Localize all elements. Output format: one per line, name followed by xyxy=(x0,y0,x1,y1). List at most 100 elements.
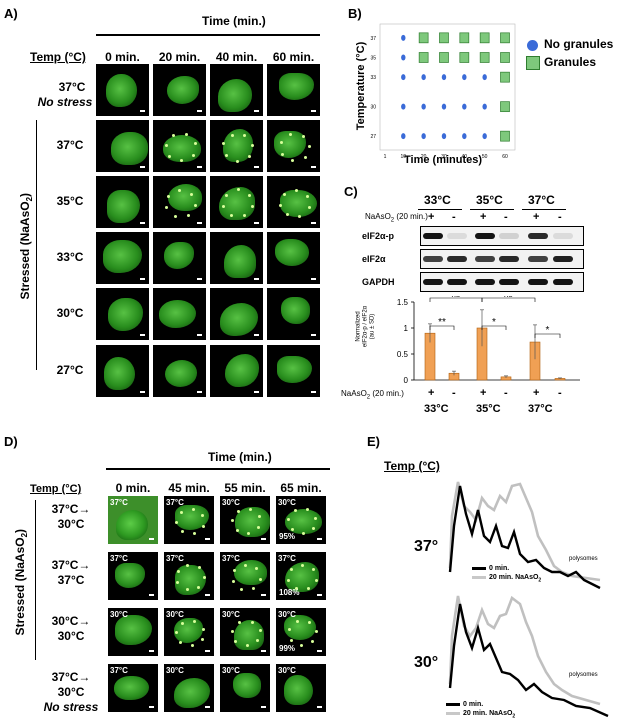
panel-a-time-header: Time (min.) xyxy=(202,14,266,28)
blot-label: eIF2α xyxy=(362,254,386,264)
sig-label: ns xyxy=(452,296,460,299)
panel-a-stressed-label: Stressed (NaAsO2) xyxy=(17,192,35,300)
stress-granule xyxy=(197,585,201,589)
scale-bar xyxy=(311,166,316,168)
stress-granule xyxy=(176,570,180,574)
cell-body xyxy=(108,297,144,331)
micrograph-cell: 30°C xyxy=(276,664,326,712)
blot-band xyxy=(447,233,467,239)
stress-granule xyxy=(289,133,293,137)
cell-temp-label: 30°C xyxy=(278,498,296,507)
panel-c-sign-bottom: - xyxy=(504,387,508,399)
micrograph-cell xyxy=(267,120,320,172)
cell-body xyxy=(102,239,143,273)
micrograph-cell xyxy=(153,232,206,284)
trace-37-stressed xyxy=(448,481,601,582)
scale-bar xyxy=(254,166,259,168)
stress-granule xyxy=(178,188,182,192)
stress-granule xyxy=(180,530,184,534)
panel-d-time-header: Time (min.) xyxy=(208,450,272,464)
stress-granule xyxy=(202,627,206,631)
cell-body xyxy=(164,359,197,387)
panel-d-stressed-bracket xyxy=(35,500,36,660)
x-tick-label: 20 xyxy=(421,154,427,160)
micrograph-cell: 37°C xyxy=(220,552,270,600)
micrograph-cell xyxy=(153,345,206,397)
x-tick-label: 60 xyxy=(502,154,508,160)
blot-strip xyxy=(420,226,584,246)
stress-granule xyxy=(185,133,189,137)
stress-granule xyxy=(176,581,180,585)
micrograph-cell xyxy=(96,345,149,397)
legend-granules-label: Granules xyxy=(544,55,597,69)
micrograph-cell xyxy=(153,176,206,228)
micrograph-cell xyxy=(96,120,149,172)
stress-granule xyxy=(236,509,240,513)
blot-label: eIF2α-p xyxy=(362,231,395,241)
cell-body xyxy=(217,79,252,112)
scale-bar xyxy=(317,538,322,540)
stress-granule xyxy=(240,587,244,591)
no-granules-point xyxy=(421,103,426,110)
no-granules-point xyxy=(441,74,447,81)
blot-band xyxy=(553,279,573,285)
micrograph-cell xyxy=(267,176,320,228)
cell-temp-label: 37°C xyxy=(166,498,184,507)
cell-percent-label: 95% xyxy=(279,532,296,541)
cell-body xyxy=(107,190,140,223)
scale-bar xyxy=(261,538,266,540)
scale-bar xyxy=(140,391,145,393)
micrograph-cell xyxy=(267,288,320,340)
sig-label: ns xyxy=(504,296,512,299)
scale-bar xyxy=(311,222,316,224)
scale-bar xyxy=(197,391,202,393)
stress-granule xyxy=(193,620,197,624)
cell-body xyxy=(115,509,148,541)
y-tick-label: 1.5 xyxy=(397,298,409,307)
micrograph-cell: 37°C xyxy=(108,552,158,600)
panel-c-treatment-label-top: NaAsO2 (20 min.) xyxy=(365,212,428,224)
micrograph-cell: 30°C xyxy=(220,608,270,656)
stress-granule xyxy=(194,203,198,207)
scale-bar xyxy=(140,334,145,336)
stress-granule xyxy=(255,567,259,571)
x-tick-label: 10 xyxy=(401,154,407,160)
scale-bar xyxy=(197,166,202,168)
micrograph-cell xyxy=(210,288,263,340)
panel-c-sign-bottom: + xyxy=(428,387,435,399)
no-granules-point xyxy=(482,133,487,140)
granules-point xyxy=(418,32,429,44)
stress-granule xyxy=(186,563,190,567)
stress-granule xyxy=(247,154,251,158)
stress-granule xyxy=(250,620,254,624)
stress-granule xyxy=(307,587,311,591)
panel-a-row-1: 35°C xyxy=(56,194,84,208)
stress-granule xyxy=(250,205,254,209)
y-tick-label: 0 xyxy=(404,376,409,385)
stress-granule xyxy=(222,142,226,146)
sig-bracket xyxy=(429,325,455,330)
stress-granule xyxy=(300,644,304,648)
cell-temp-label: 30°C xyxy=(278,610,296,619)
cell-temp-label: 30°C xyxy=(166,666,184,675)
panel-a-nostress-temp: 37°C xyxy=(58,80,86,94)
panel-c-sign-top: - xyxy=(452,211,456,223)
micrograph-cell: 37°C 108% xyxy=(276,552,326,600)
panel-d-row-0: 37°C→ 30°C xyxy=(38,502,104,532)
scale-bar xyxy=(254,110,259,112)
panel-d-col-1: 45 min. xyxy=(168,481,210,495)
stress-granule xyxy=(257,515,261,519)
stress-granule xyxy=(224,193,228,197)
scale-bar xyxy=(205,650,210,652)
micrograph-cell: 37°C xyxy=(164,496,214,544)
panel-c-temp-foot-1: 35°C xyxy=(476,403,501,415)
stress-granule xyxy=(202,576,206,580)
panel-c-ylabel: Normalized eIF2α-p / eIF2α (au ± SD) xyxy=(355,305,376,348)
row-label-line: 37°C→ xyxy=(51,670,91,684)
cell-body xyxy=(280,297,310,325)
stress-granule xyxy=(180,159,184,163)
panel-c-sign-bottom: + xyxy=(480,387,487,399)
micrograph-cell: 30°C xyxy=(164,664,214,712)
micrograph-cell xyxy=(267,232,320,284)
panel-c-sign-top: + xyxy=(533,211,540,223)
